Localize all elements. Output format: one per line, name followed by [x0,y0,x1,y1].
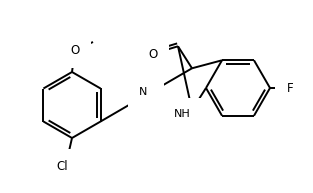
Text: H: H [144,80,152,90]
Text: N: N [139,87,147,97]
Text: O: O [148,48,158,61]
Text: O: O [70,43,80,57]
Text: NH: NH [174,109,190,119]
Text: F: F [287,81,293,95]
Text: Cl: Cl [56,161,68,174]
